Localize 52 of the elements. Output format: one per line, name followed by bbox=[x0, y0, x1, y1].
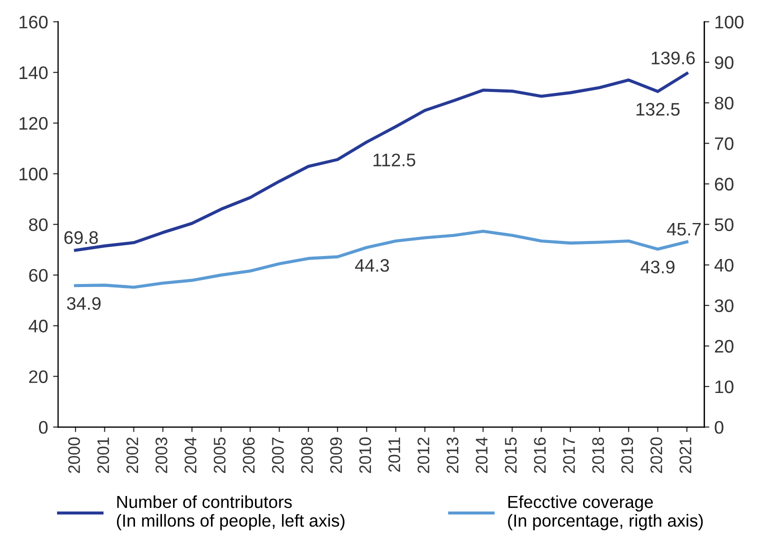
data-label: 45.7 bbox=[666, 222, 701, 236]
x-tick-label: 2015 bbox=[504, 437, 517, 473]
y2-tick-label: 50 bbox=[714, 218, 734, 232]
y-tick-label: 80 bbox=[29, 218, 48, 232]
x-tick-label: 2019 bbox=[621, 438, 634, 473]
x-tick-label: 2002 bbox=[126, 438, 138, 473]
y-tick-label: 100 bbox=[20, 168, 48, 180]
y-tick-label: 0 bbox=[38, 420, 48, 434]
x-tick-label: 2020 bbox=[650, 437, 662, 473]
data-label: 44.3 bbox=[355, 259, 389, 272]
x-tick-label: 2003 bbox=[156, 437, 168, 473]
x-tick-label: 2013 bbox=[446, 437, 458, 473]
x-tick-label: 2006 bbox=[242, 437, 255, 473]
y-tick-label: 120 bbox=[20, 117, 48, 130]
y2-tick-label: 10 bbox=[715, 380, 734, 394]
x-tick-label: 2000 bbox=[68, 437, 80, 473]
data-label: 43.9 bbox=[640, 260, 674, 274]
x-tick-label: 2021 bbox=[680, 438, 692, 473]
y2-tick-label: 40 bbox=[714, 258, 734, 272]
x-tick-label: 2011 bbox=[388, 438, 400, 472]
x-tick-label: 2017 bbox=[563, 438, 575, 473]
x-tick-label: 2018 bbox=[592, 437, 604, 473]
x-tick-label: 2010 bbox=[359, 437, 372, 473]
x-tick-label: 2007 bbox=[272, 438, 284, 473]
x-tick-label: 2008 bbox=[301, 437, 313, 473]
y-tick-label: 20 bbox=[29, 370, 48, 384]
x-tick-label: 2004 bbox=[184, 437, 196, 473]
data-label: 34.9 bbox=[66, 297, 101, 310]
y-tick-label: 140 bbox=[20, 66, 48, 80]
y2-tick-label: 30 bbox=[714, 299, 734, 312]
y2-tick-label: 80 bbox=[714, 96, 734, 110]
data-label: 139.6 bbox=[652, 52, 695, 64]
data-label: 112.5 bbox=[374, 154, 416, 166]
y-tick-label: 40 bbox=[28, 320, 48, 332]
y2-tick-label: 20 bbox=[714, 340, 734, 353]
x-tick-label: 2009 bbox=[330, 438, 342, 473]
y-tick-label: 160 bbox=[20, 16, 48, 28]
legend-label: Number of contributors (In millons of people, left axis) bbox=[116, 495, 344, 530]
y2-tick-label: 60 bbox=[714, 178, 734, 191]
x-tick-label: 2005 bbox=[214, 437, 226, 473]
legend-label: Efecctive coverage (In porcentage, rigth axis) bbox=[508, 495, 703, 530]
data-label: 69.8 bbox=[64, 231, 98, 244]
x-tick-label: 2001 bbox=[97, 438, 110, 473]
y2-tick-label: 100 bbox=[715, 16, 744, 28]
y2-tick-label: 90 bbox=[714, 56, 734, 70]
y2-tick-label: 0 bbox=[714, 420, 724, 434]
data-label: 132.5 bbox=[636, 102, 680, 116]
x-tick-label: 2016 bbox=[534, 437, 546, 473]
x-tick-label: 2012 bbox=[418, 438, 430, 473]
y-tick-label: 60 bbox=[29, 268, 48, 282]
x-tick-label: 2014 bbox=[476, 437, 488, 473]
y2-tick-label: 70 bbox=[714, 137, 734, 150]
